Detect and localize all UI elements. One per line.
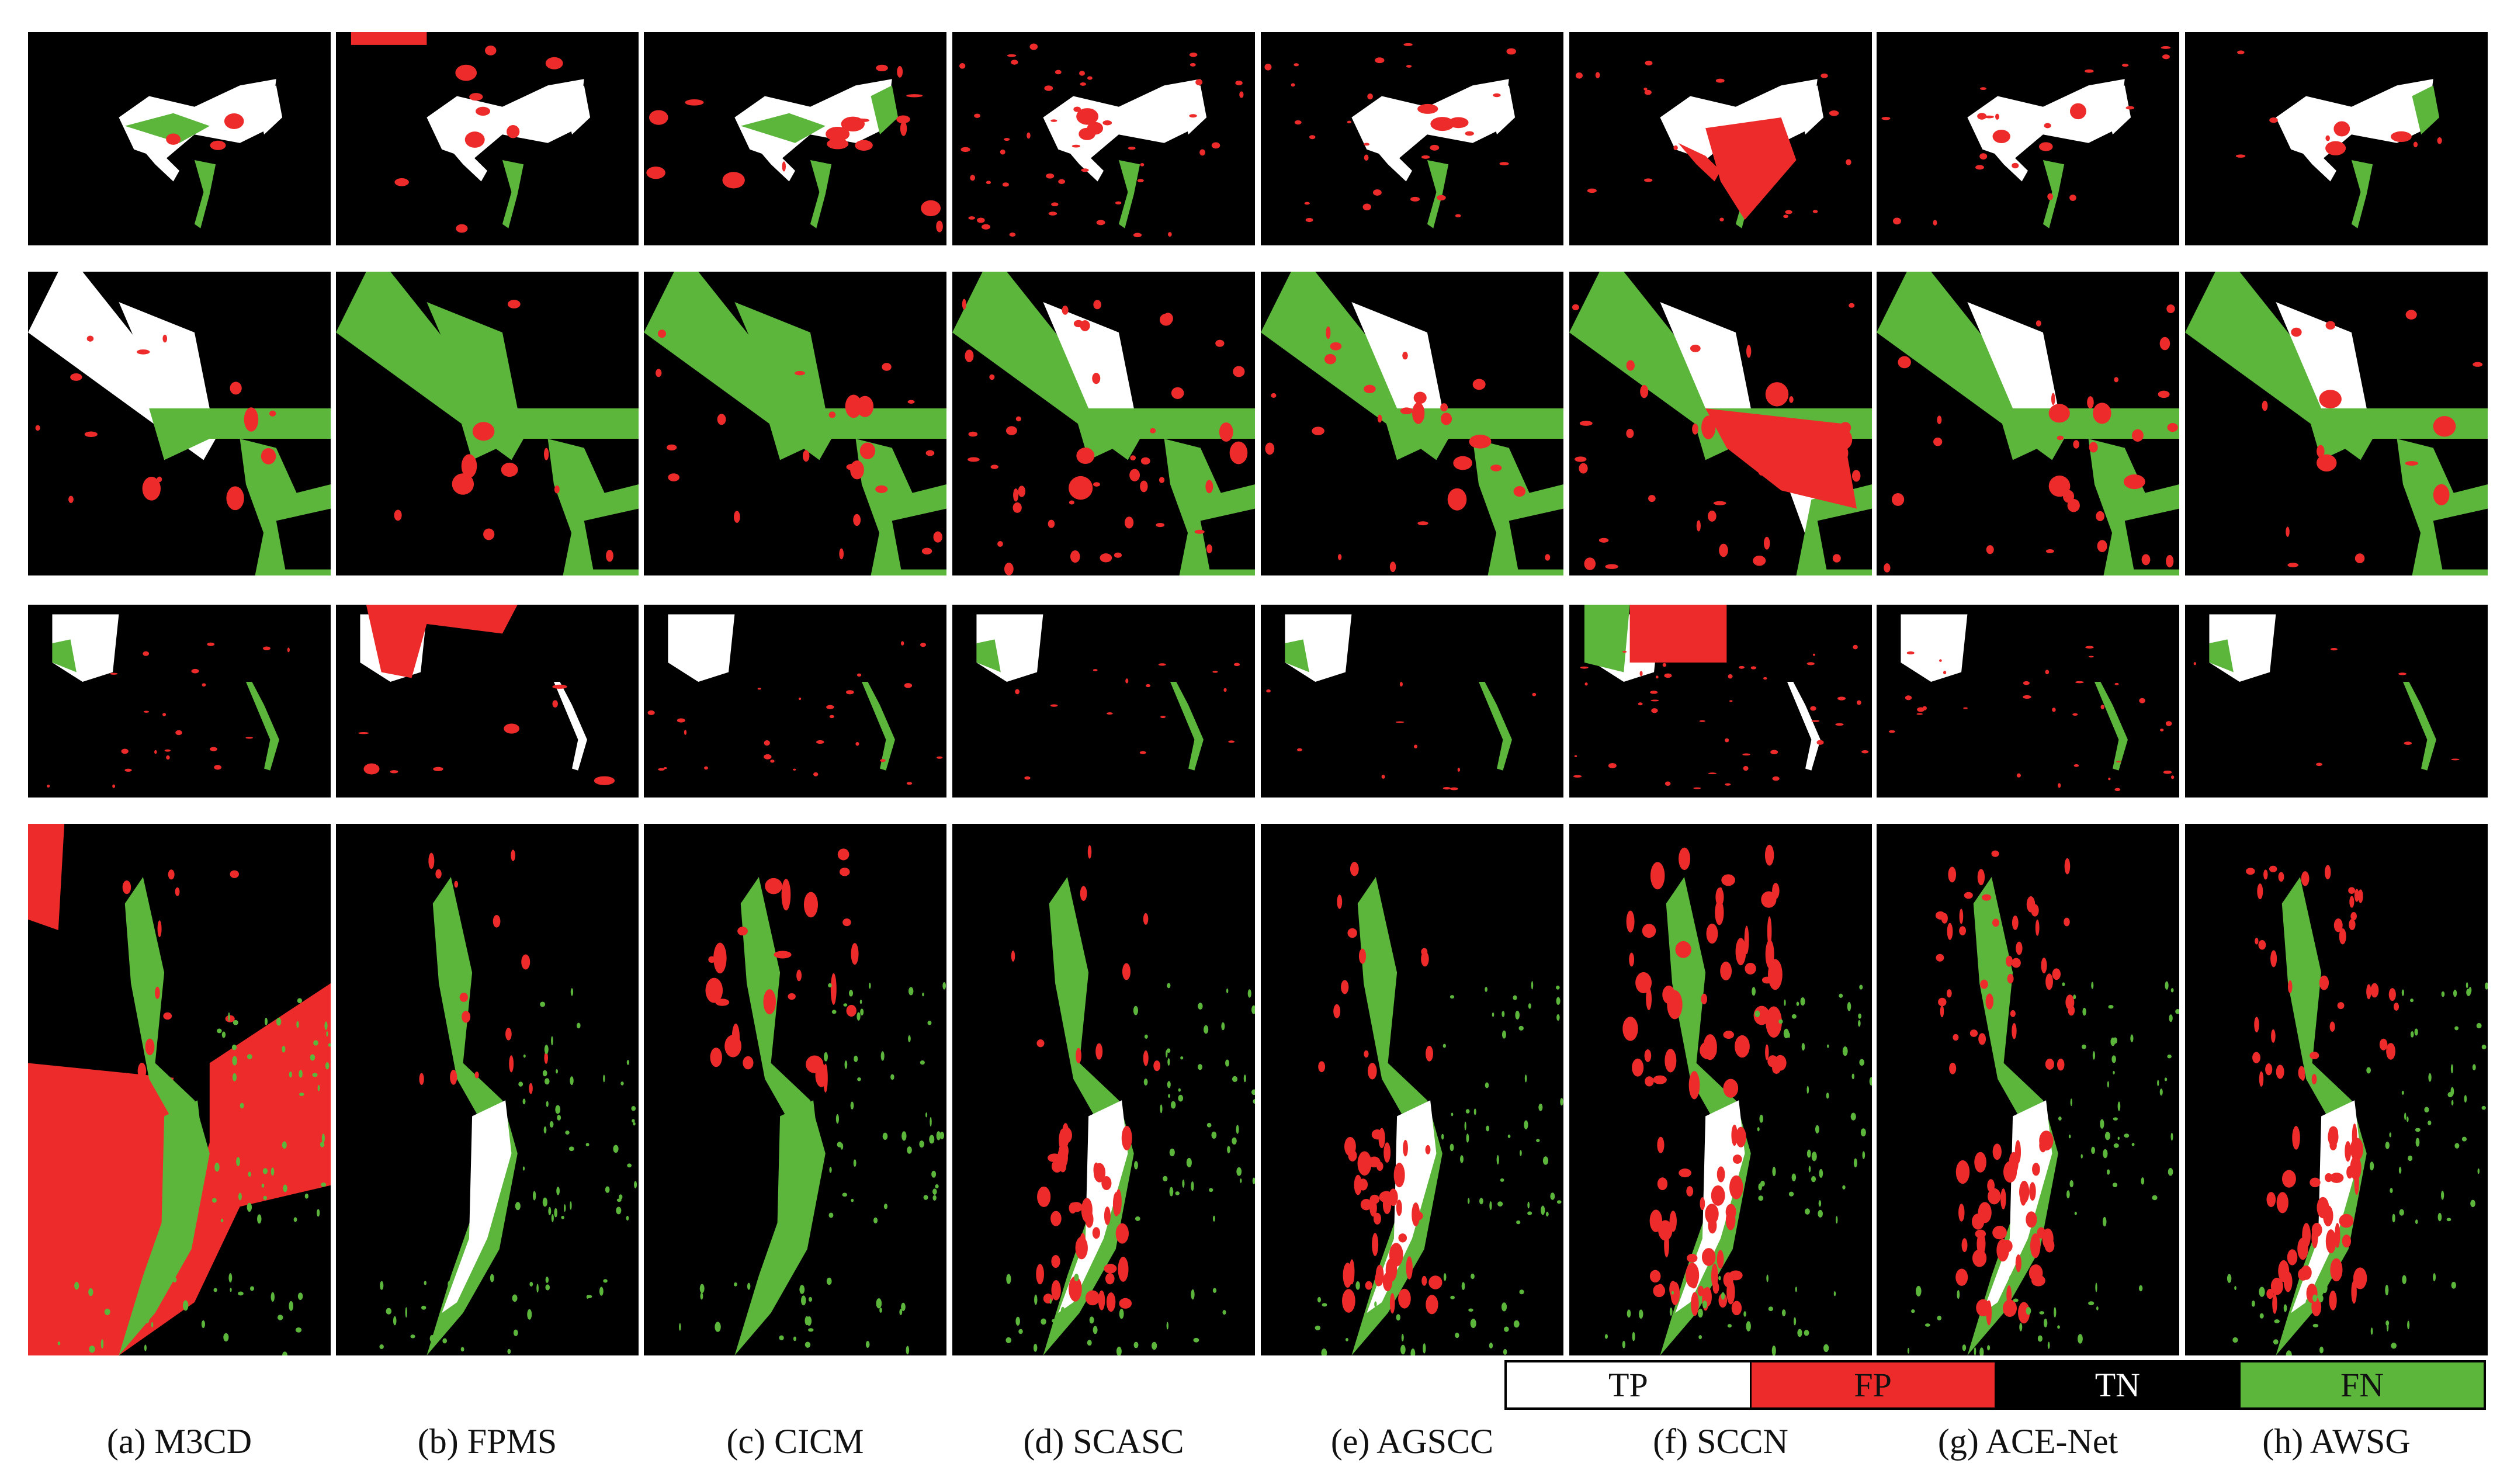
change-map-graphic (1315, 862, 1563, 1355)
change-map-graphic (644, 272, 946, 575)
change-map-graphic (1877, 272, 2179, 575)
result-map-r2-c2 (336, 272, 639, 575)
change-map-graphic (47, 614, 290, 788)
change-map-graphic (1264, 43, 1516, 228)
change-map-graphic (358, 605, 615, 785)
result-map-r1-c6 (1569, 32, 1872, 245)
caption-h: (h) AWSG (2262, 1422, 2411, 1461)
change-map-graphic (959, 43, 1244, 238)
change-map-graphic (976, 614, 1240, 780)
result-map-r4-c6 (1569, 824, 1872, 1355)
result-map-r3-c5 (1261, 605, 1563, 798)
change-map-graphic (119, 79, 283, 228)
caption-f: (f) SCCN (1653, 1422, 1788, 1461)
result-map-r1-c2 (336, 32, 639, 245)
change-map-graphic (1576, 60, 1851, 228)
result-map-r1-c3 (644, 32, 946, 245)
legend-fp: FP (1751, 1362, 1996, 1407)
change-map-graphic (28, 824, 331, 1355)
change-map-graphic (1907, 850, 2179, 1355)
result-map-r3-c3 (644, 605, 946, 798)
result-map-r3-c6 (1569, 605, 1872, 798)
change-map-graphic (1005, 845, 1255, 1355)
result-map-r2-c6 (1569, 272, 1872, 575)
caption-d: (d) SCASC (1023, 1422, 1184, 1461)
change-map-graphic (1573, 605, 1869, 789)
result-map-r4-c3 (644, 824, 946, 1355)
change-map-graphic (1266, 614, 1537, 790)
caption-g: (g) ACE-Net (1937, 1422, 2118, 1461)
change-map-graphic (679, 848, 946, 1355)
result-map-r4-c2 (336, 824, 639, 1355)
change-map-graphic (1881, 46, 2171, 228)
caption-a: (a) M3CD (106, 1422, 252, 1461)
result-map-r1-c5 (1261, 32, 1563, 245)
result-map-r2-c8 (2185, 272, 2488, 575)
result-map-r3-c8 (2185, 605, 2488, 798)
result-map-r1-c4 (952, 32, 1255, 245)
result-map-r4-c7 (1877, 824, 2179, 1355)
result-map-r1-c8 (2185, 32, 2488, 245)
caption-b: (b) FPMS (417, 1422, 557, 1461)
result-map-r4-c1 (28, 824, 331, 1355)
change-map-graphic (1604, 844, 1872, 1355)
result-map-r1-c1 (28, 32, 331, 245)
result-map-r2-c7 (1877, 272, 2179, 575)
caption-e: (e) AGSCC (1330, 1422, 1494, 1461)
result-map-r2-c3 (644, 272, 946, 575)
legend-tp: TP (1507, 1362, 1752, 1407)
result-map-r3-c2 (336, 605, 639, 798)
change-map-graphic (379, 850, 637, 1355)
caption-c: (c) CICM (726, 1422, 864, 1461)
change-map-graphic (952, 272, 1255, 575)
change-map-graphic (28, 272, 331, 575)
result-map-r4-c5 (1261, 824, 1563, 1355)
change-map-graphic (336, 272, 639, 575)
result-map-r4-c4 (952, 824, 1255, 1355)
change-map-graphic (646, 64, 943, 233)
result-map-r3-c1 (28, 605, 331, 798)
change-map-graphic (2235, 50, 2442, 228)
change-map-graphic (1569, 272, 1872, 575)
change-map-graphic (2227, 865, 2488, 1355)
result-map-r4-c8 (2185, 824, 2488, 1355)
result-map-r2-c5 (1261, 272, 1563, 575)
result-map-r3-c4 (952, 605, 1255, 798)
legend-fn: FN (2241, 1362, 2484, 1407)
result-map-r3-c7 (1877, 605, 2179, 798)
change-map-graphic (647, 614, 943, 785)
change-map-graphic (1888, 614, 2175, 791)
result-map-r2-c1 (28, 272, 331, 575)
legend: TP FP TN FN (1504, 1360, 2486, 1410)
result-map-r1-c7 (1877, 32, 2179, 245)
change-map-graphic (2185, 272, 2488, 575)
legend-tn: TN (1996, 1362, 2241, 1407)
change-map-graphic (351, 32, 591, 233)
change-map-graphic (2193, 614, 2460, 771)
change-map-graphic (1261, 272, 1563, 575)
result-map-r2-c4 (952, 272, 1255, 575)
